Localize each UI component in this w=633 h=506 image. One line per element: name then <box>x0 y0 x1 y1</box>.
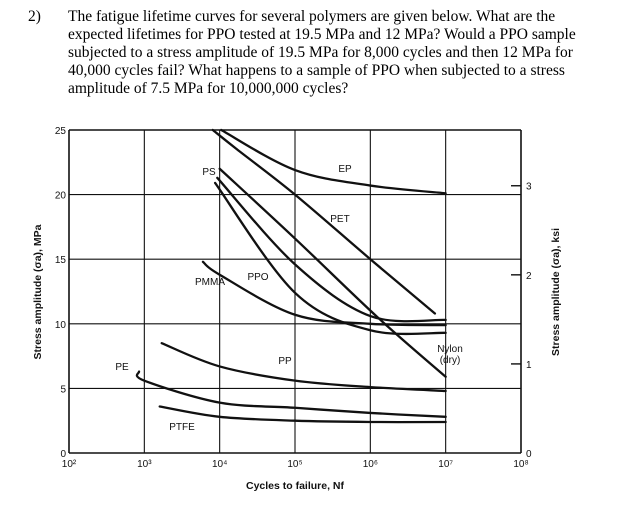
curve-pe <box>135 370 447 418</box>
y-axis-label: Stress amplitude (σa), MPa <box>32 224 44 359</box>
series-label-ps: PS <box>202 167 216 178</box>
y-tick-label: 15 <box>55 255 67 266</box>
series-label-ep: EP <box>338 164 352 175</box>
series-label-pe: PE <box>115 362 129 373</box>
x-tick-label: 10⁴ <box>212 459 227 470</box>
curve-ptfe <box>158 405 447 424</box>
curve-ppo <box>213 181 447 336</box>
question-line: The fatigue lifetime curves for several … <box>68 8 556 25</box>
series-label-pp: PP <box>278 356 292 367</box>
y-tick-label: 20 <box>55 191 67 202</box>
y2-tick-label: 3 <box>526 182 532 193</box>
y2-tick-label: 2 <box>526 271 532 282</box>
series-label-ppo: PPO <box>247 272 268 283</box>
x-tick-label: 10⁷ <box>438 459 453 470</box>
y2-tick-label: 0 <box>526 449 532 460</box>
x-tick-label: 10⁶ <box>363 459 378 470</box>
x-tick-label: 10³ <box>137 459 152 470</box>
curve-nylon-dry <box>218 167 447 378</box>
y-tick-label: 10 <box>55 320 67 331</box>
curve-ep <box>220 128 447 195</box>
question-line: 40,000 cycles fail? What happens to a sa… <box>68 62 565 79</box>
series-label-ptfe: PTFE <box>169 422 195 433</box>
series-label-nylon-dry: Nylon (dry) <box>437 344 463 366</box>
series-label-pet: PET <box>330 214 349 225</box>
curve-ps <box>216 176 447 323</box>
y-tick-label: 25 <box>55 126 67 137</box>
x-tick-label: 10⁵ <box>287 459 302 470</box>
y-tick-label: 5 <box>60 384 66 395</box>
question-line: expected lifetimes for PPO tested at 19.… <box>68 26 576 43</box>
series-label-pmma: PMMA <box>195 277 225 288</box>
question-number: 2) <box>28 8 41 25</box>
y2-axis-label: Stress amplitude (σa), ksi <box>550 228 562 356</box>
y2-tick-label: 1 <box>526 360 532 371</box>
curve-pp <box>160 342 447 393</box>
x-tick-label: 10⁸ <box>513 459 528 470</box>
curve-pmma <box>201 260 447 327</box>
x-axis-label: Cycles to failure, Nf <box>246 480 345 492</box>
curve-pet <box>211 128 437 315</box>
question-text: The fatigue lifetime curves for several … <box>68 8 628 98</box>
question-line: subjected to a stress amplitude of 19.5 … <box>68 44 573 61</box>
y-tick-label: 0 <box>60 449 66 460</box>
x-tick-label: 10² <box>62 459 77 470</box>
question-line: amplitude of 7.5 MPa for 10,000,000 cycl… <box>68 80 349 97</box>
